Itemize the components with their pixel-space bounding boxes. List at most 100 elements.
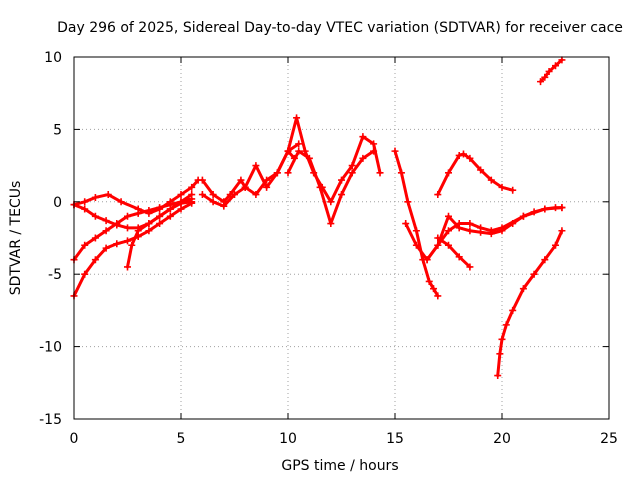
data-point [502, 321, 510, 329]
data-point [252, 162, 260, 170]
x-tick-label: 0 [70, 431, 79, 447]
data-point [545, 67, 553, 75]
data-point [284, 147, 292, 155]
data-point [91, 193, 99, 201]
data-point [466, 154, 474, 162]
series-track-16 [537, 56, 566, 86]
data-point [263, 183, 271, 191]
series-line [286, 116, 382, 204]
data-point [466, 263, 474, 271]
x-tick-label: 10 [279, 431, 297, 447]
data-point [124, 224, 131, 232]
data-point [177, 205, 185, 213]
data-point [198, 191, 206, 199]
data-point [209, 198, 217, 206]
data-point [466, 227, 474, 235]
data-point [445, 227, 452, 235]
data-point [198, 176, 206, 184]
grid [74, 57, 609, 419]
data-point [530, 270, 538, 278]
data-point [241, 183, 249, 191]
data-point [558, 56, 566, 64]
data-point [209, 191, 217, 199]
data-point [541, 256, 549, 264]
data-point [558, 204, 566, 212]
data-point [430, 285, 438, 293]
data-point [359, 133, 367, 141]
data-point [284, 169, 292, 177]
data-point [104, 191, 112, 199]
data-point [530, 208, 538, 216]
data-point [117, 198, 125, 206]
data-point [509, 186, 517, 194]
data-point [263, 176, 271, 184]
data-point [102, 244, 110, 252]
data-point [124, 212, 131, 220]
data-point [434, 241, 442, 249]
data-point [338, 191, 345, 199]
data-point [498, 227, 506, 235]
x-tick-labels: 0 5 10 15 20 25 [70, 431, 618, 447]
data-point [402, 220, 410, 228]
data-point [102, 217, 110, 225]
data-point [477, 166, 485, 174]
data-point [252, 191, 260, 199]
data-point [455, 224, 463, 232]
series-track-6 [198, 147, 298, 206]
y-tick-label: 10 [44, 50, 62, 66]
series-line [286, 149, 376, 226]
series-track-15 [494, 227, 566, 380]
data-point [145, 220, 153, 228]
data-point [455, 151, 463, 159]
data-point [509, 306, 517, 314]
data-point [81, 205, 89, 213]
data-point [156, 204, 164, 212]
data-point [113, 240, 121, 248]
data-point [188, 199, 196, 207]
data-point [445, 241, 452, 249]
data-point [359, 154, 367, 162]
data-point [537, 78, 545, 86]
series-line [496, 229, 564, 378]
series-track-12 [434, 150, 517, 199]
ticks [73, 56, 610, 420]
series-layer [70, 56, 566, 380]
data-point [552, 62, 559, 70]
data-point [91, 212, 99, 220]
data-point [188, 183, 196, 191]
data-point [496, 350, 504, 358]
data-point [81, 270, 89, 278]
data-point [295, 147, 303, 155]
data-point [177, 191, 185, 199]
data-point [156, 220, 164, 228]
data-point [327, 220, 335, 228]
x-tick-label: 20 [493, 431, 511, 447]
data-point [391, 147, 399, 155]
data-point [237, 176, 245, 184]
x-tick-label: 15 [386, 431, 404, 447]
x-tick-label: 5 [177, 431, 186, 447]
series-track-8 [284, 114, 384, 206]
data-point [301, 147, 309, 155]
y-tick-label: 5 [53, 122, 62, 138]
data-point [177, 198, 185, 206]
series-line [126, 193, 194, 269]
data-point [423, 256, 431, 264]
data-point [338, 176, 345, 184]
y-tick-label: 0 [53, 195, 62, 211]
data-point [348, 169, 356, 177]
data-point [519, 285, 527, 293]
series-track-13 [423, 204, 566, 264]
series-track-14 [434, 234, 474, 271]
data-point [455, 253, 463, 261]
data-point [425, 277, 433, 285]
data-point [558, 227, 566, 235]
data-point [134, 227, 142, 235]
data-point [376, 169, 384, 177]
data-point [434, 234, 442, 242]
data-point [494, 372, 502, 380]
x-tick-label: 25 [600, 431, 618, 447]
chart-title: Day 296 of 2025, Sidereal Day-to-day VTE… [57, 20, 623, 36]
data-point [397, 169, 405, 177]
data-point [445, 212, 452, 220]
